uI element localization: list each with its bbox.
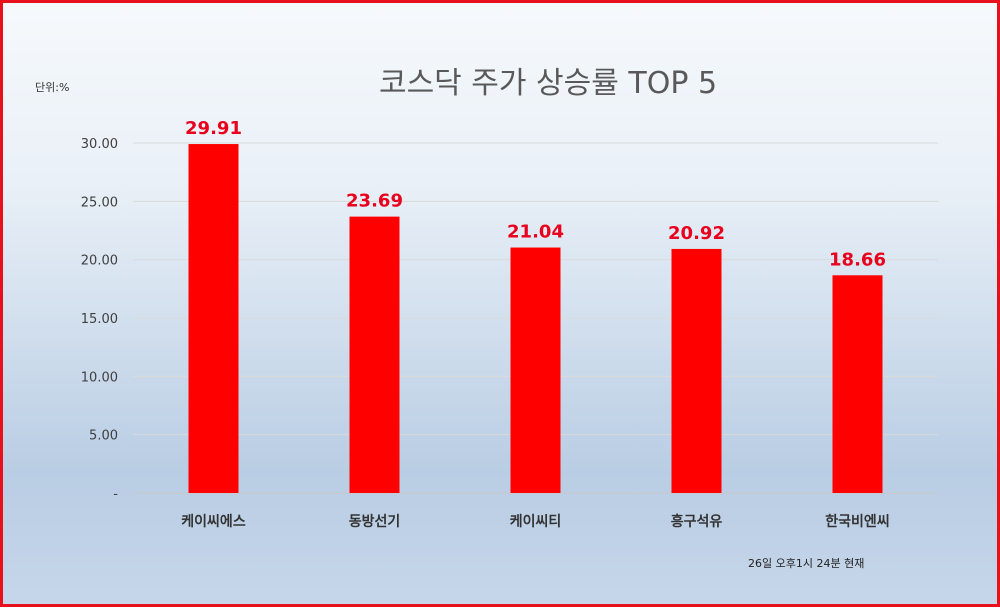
bar bbox=[832, 275, 883, 493]
y-tick-label: 20.00 bbox=[81, 254, 118, 269]
bar bbox=[349, 216, 400, 493]
category-labels: 케이씨에스 동방선기 케이씨티 흥구석유 한국비엔씨 bbox=[181, 513, 889, 530]
category-label: 흥구석유 bbox=[671, 513, 723, 530]
bar bbox=[671, 248, 722, 493]
bars bbox=[188, 144, 883, 494]
y-tick-label: 5.00 bbox=[89, 429, 118, 444]
category-label: 동방선기 bbox=[349, 513, 401, 530]
bar bbox=[188, 144, 239, 494]
y-tick-label: 30.00 bbox=[81, 137, 118, 152]
value-label: 29.91 bbox=[185, 118, 242, 139]
value-labels: 29.91 23.69 21.04 20.92 18.66 bbox=[185, 118, 886, 270]
footnote: 26일 오후1시 24분 현재 bbox=[748, 556, 864, 570]
category-label: 한국비엔씨 bbox=[825, 513, 889, 530]
value-label: 18.66 bbox=[829, 249, 886, 270]
value-label: 20.92 bbox=[668, 223, 725, 244]
y-tick-label: 10.00 bbox=[81, 370, 118, 385]
chart-title: 코스닥 주가 상승률 TOP 5 bbox=[379, 66, 717, 101]
value-label: 23.69 bbox=[346, 191, 403, 212]
unit-label: 단위:% bbox=[35, 81, 69, 94]
category-label: 케이씨티 bbox=[510, 513, 562, 530]
bar-chart: 코스닥 주가 상승률 TOP 5 단위:% - 5.00 10.00 15.00 20.… bbox=[35, 66, 938, 570]
category-label: 케이씨에스 bbox=[181, 513, 246, 530]
y-tick-label: 15.00 bbox=[81, 312, 118, 327]
y-tick-label: - bbox=[113, 487, 118, 502]
bar bbox=[510, 247, 561, 493]
y-axis-ticks: - 5.00 10.00 15.00 20.00 25.00 30.00 bbox=[81, 137, 119, 502]
value-label: 21.04 bbox=[507, 222, 564, 243]
y-tick-label: 25.00 bbox=[81, 195, 118, 210]
